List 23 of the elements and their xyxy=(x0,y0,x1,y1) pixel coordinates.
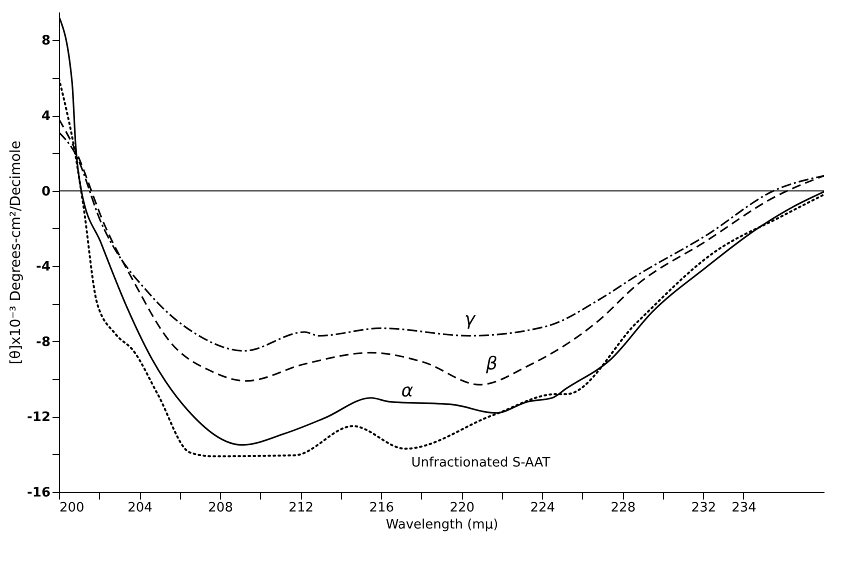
series-label: β xyxy=(485,354,498,375)
x-tick-label: 200 xyxy=(60,500,84,516)
x-tick-label: 220 xyxy=(450,500,475,516)
y-tick-label: -8 xyxy=(36,334,50,350)
y-tick-label: 0 xyxy=(41,184,50,200)
series-label: Unfractionated S-AAT xyxy=(411,456,550,471)
y-tick-label: -4 xyxy=(36,260,50,275)
x-tick-label: 208 xyxy=(208,500,233,516)
x-tick-label: 204 xyxy=(128,500,152,516)
x-tick-label: 228 xyxy=(610,500,636,516)
x-tick-label: 234 xyxy=(732,500,756,516)
y-axis-title: [θ]x10⁻³ Degrees-cm²/Decimole xyxy=(8,140,24,364)
y-tick-label: 4 xyxy=(41,109,50,124)
y-tick-label: -12 xyxy=(27,410,50,426)
y-tick-label: 8 xyxy=(41,34,50,49)
series-label: γ xyxy=(464,308,476,330)
x-tick-label: 216 xyxy=(369,500,394,516)
series-label: α xyxy=(401,380,414,402)
x-axis-title: Wavelength (mμ) xyxy=(386,518,498,532)
x-tick-label: 232 xyxy=(691,500,716,516)
x-tick-label: 212 xyxy=(288,500,314,516)
x-tick-label: 224 xyxy=(530,500,556,516)
y-tick-label: -16 xyxy=(27,486,50,500)
